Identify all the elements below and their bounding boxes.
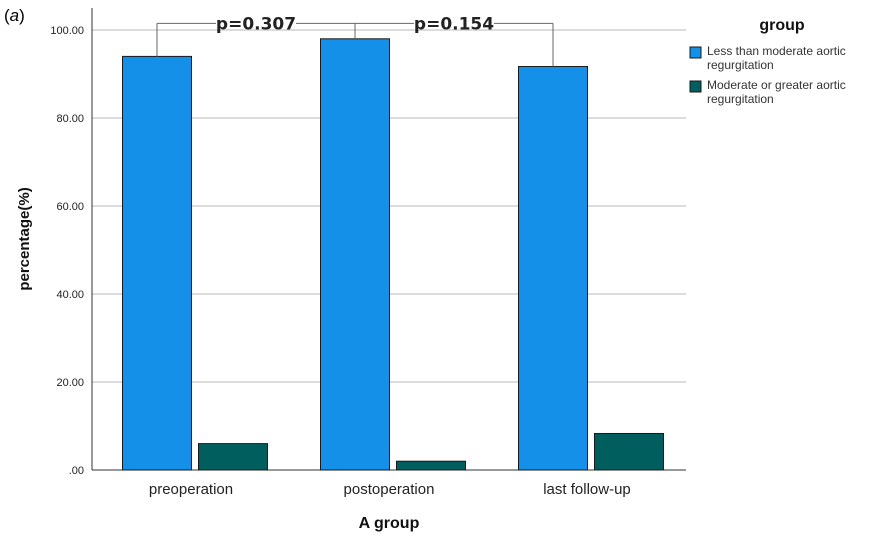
x-tick-label: last follow-up (543, 481, 631, 498)
y-tick-label: 100.00 (50, 25, 84, 37)
bar-1 (122, 55, 192, 471)
bar-1 (320, 38, 390, 471)
bar-2 (396, 460, 466, 471)
legend-title: group (759, 17, 805, 34)
legend-swatch-1 (689, 46, 702, 59)
legend-label: regurgitation (707, 58, 774, 72)
bar-2 (198, 443, 268, 471)
legend-label: Moderate or greater aortic (707, 78, 846, 92)
y-tick-label: 20.00 (56, 377, 84, 389)
y-tick-label: 80.00 (56, 113, 84, 125)
y-tick-label: 40.00 (56, 289, 84, 301)
legend-label: regurgitation (707, 92, 774, 106)
bar-2 (594, 432, 664, 471)
x-tick-label: preoperation (149, 481, 233, 498)
y-tick-label: 60.00 (56, 201, 84, 213)
panel-label: (a) (4, 6, 25, 25)
x-tick-label: postoperation (344, 481, 435, 498)
legend-label: Less than moderate aortic (707, 44, 846, 58)
legend-swatch-2 (689, 80, 702, 93)
y-tick-label: .00 (69, 465, 84, 477)
p-value-label: p=0.154 (414, 14, 494, 34)
x-axis-title: A group (359, 515, 420, 532)
p-value-label: p=0.307 (216, 14, 296, 34)
y-axis-title: percentage(%) (16, 187, 33, 290)
bar-1 (518, 66, 588, 471)
